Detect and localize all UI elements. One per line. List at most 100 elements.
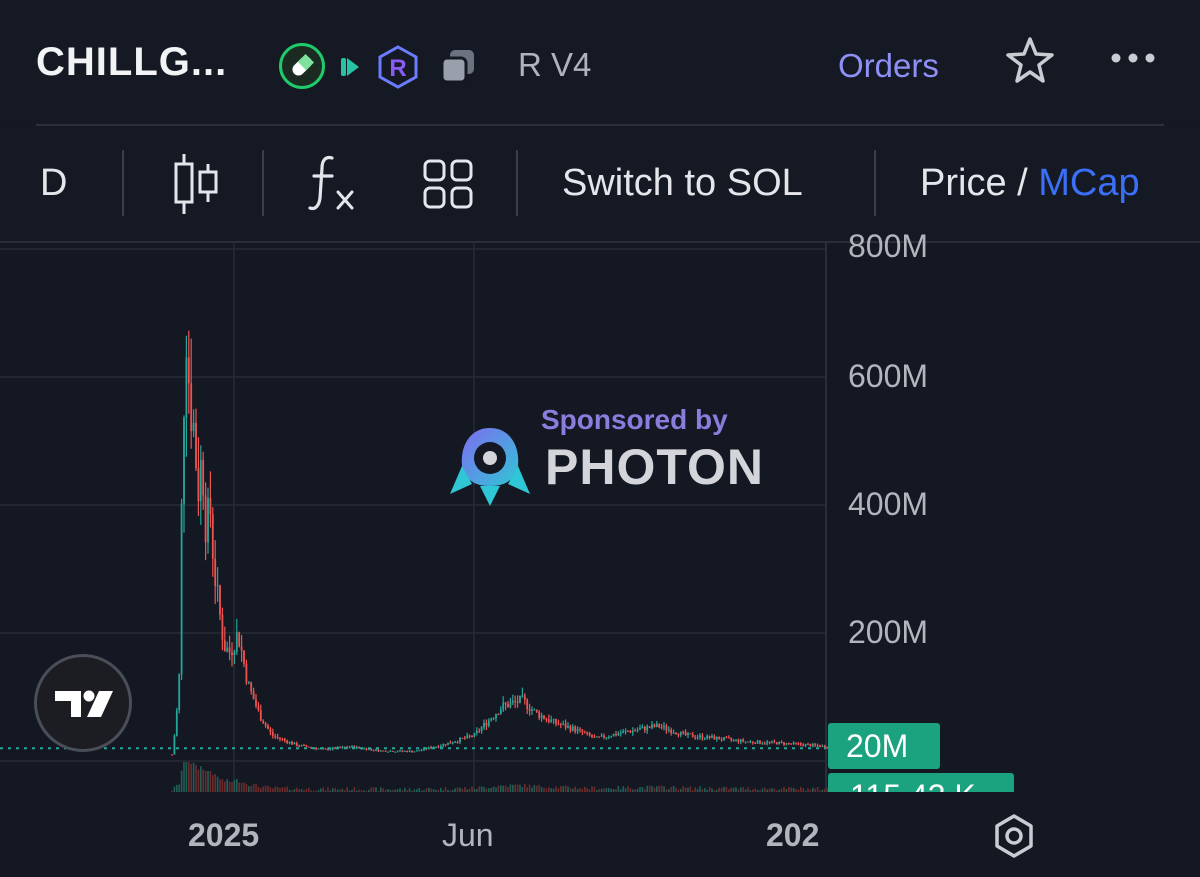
- x-axis-label: 2025: [188, 817, 260, 853]
- volume-bar: [454, 788, 456, 792]
- volume-bar: [248, 786, 250, 792]
- mcap-option[interactable]: MCap: [1038, 162, 1140, 204]
- volume-bar: [430, 788, 432, 792]
- candle-body: [475, 730, 478, 733]
- layout-grid-icon[interactable]: [422, 158, 474, 210]
- volume-bar: [495, 787, 497, 792]
- candle-body: [519, 695, 521, 703]
- volume-bar: [267, 785, 269, 792]
- candle-body: [384, 750, 387, 752]
- volume-bar: [531, 787, 533, 792]
- candle-body: [595, 736, 598, 738]
- volume-bar: [329, 790, 332, 792]
- candle-body: [749, 741, 752, 743]
- volume-bar: [677, 789, 680, 792]
- volume-bar: [200, 766, 202, 792]
- candle-body: [233, 651, 236, 656]
- candle-body: [305, 745, 308, 747]
- candle-body: [600, 735, 603, 737]
- switch-currency-button[interactable]: Switch to SOL: [562, 162, 803, 204]
- volume-bar: [188, 762, 190, 792]
- candle-body: [807, 744, 809, 746]
- pill-icon[interactable]: [279, 43, 325, 89]
- volume-bar: [310, 790, 312, 792]
- tradingview-logo[interactable]: [34, 654, 132, 752]
- candle-body: [435, 746, 437, 748]
- raydium-icon[interactable]: R: [376, 44, 420, 90]
- volume-bar: [346, 787, 348, 792]
- copy-icon[interactable]: [438, 46, 478, 86]
- candle-body: [634, 730, 637, 732]
- candlestick-icon[interactable]: [168, 152, 224, 216]
- volume-bar: [627, 786, 629, 792]
- price-chart[interactable]: [0, 243, 1200, 877]
- candle-body: [679, 731, 682, 736]
- candle-body: [468, 735, 471, 737]
- volume-bar: [749, 790, 752, 792]
- volume-bar: [636, 788, 639, 792]
- volume-bar: [608, 787, 610, 792]
- candle-body: [816, 745, 819, 747]
- candle-body: [574, 726, 577, 732]
- candle-body: [269, 728, 272, 733]
- volume-bar: [764, 787, 766, 792]
- volume-bar: [675, 787, 677, 792]
- volume-bar: [238, 782, 240, 792]
- more-icon[interactable]: [1108, 40, 1158, 80]
- candle-body: [411, 750, 413, 753]
- volume-bar: [322, 787, 324, 792]
- volume-bar: [545, 788, 548, 792]
- price-option[interactable]: Price /: [920, 162, 1039, 204]
- candle-body: [459, 737, 461, 743]
- candle-body: [586, 732, 589, 734]
- volume-bar: [776, 790, 778, 792]
- volume-bar: [324, 790, 327, 792]
- candle-body: [639, 728, 641, 730]
- volume-bar: [684, 787, 687, 792]
- volume-bar: [816, 786, 819, 792]
- candle-body: [821, 745, 824, 747]
- volume-bar: [449, 790, 452, 792]
- volume-bar: [620, 789, 622, 792]
- candle-body: [252, 691, 255, 700]
- volume-bar: [694, 787, 696, 792]
- volume-bar: [231, 782, 233, 792]
- volume-bar: [269, 787, 272, 792]
- volume-bar: [219, 779, 221, 792]
- volume-bar: [250, 786, 252, 792]
- volume-bar: [656, 786, 658, 792]
- settings-icon[interactable]: [990, 812, 1038, 860]
- star-icon[interactable]: [1004, 36, 1056, 86]
- header-divider: [36, 124, 1164, 126]
- volume-bar: [476, 788, 478, 792]
- candle-body: [180, 503, 183, 675]
- candle-body: [787, 742, 790, 744]
- volume-bar: [214, 773, 216, 792]
- volume-bar: [617, 785, 620, 792]
- volume-bar: [516, 784, 519, 792]
- volume-bar: [488, 788, 490, 792]
- volume-bar: [730, 787, 732, 792]
- candle-body: [778, 741, 781, 745]
- interval-button[interactable]: D: [40, 162, 68, 204]
- candle-body: [691, 734, 694, 738]
- volume-bar: [747, 787, 749, 792]
- volume-bar: [507, 787, 509, 792]
- volume-bar: [228, 781, 231, 792]
- volume-bar: [598, 789, 600, 792]
- candle-body: [562, 723, 565, 725]
- volume-bar: [725, 786, 728, 792]
- candle-body: [675, 732, 677, 735]
- candle-body: [526, 699, 529, 710]
- volume-bar: [814, 788, 816, 792]
- price-mcap-toggle[interactable]: Price / MCap: [920, 162, 1140, 205]
- volume-bar: [562, 786, 564, 792]
- volume-bar: [435, 789, 437, 792]
- chart-area[interactable]: [0, 243, 1200, 877]
- orders-link[interactable]: Orders: [838, 47, 939, 84]
- candle-body: [610, 736, 613, 738]
- volume-bar: [548, 787, 550, 792]
- function-icon[interactable]: [306, 152, 358, 214]
- volume-bar: [327, 787, 329, 792]
- token-name[interactable]: CHILLG...: [36, 40, 228, 84]
